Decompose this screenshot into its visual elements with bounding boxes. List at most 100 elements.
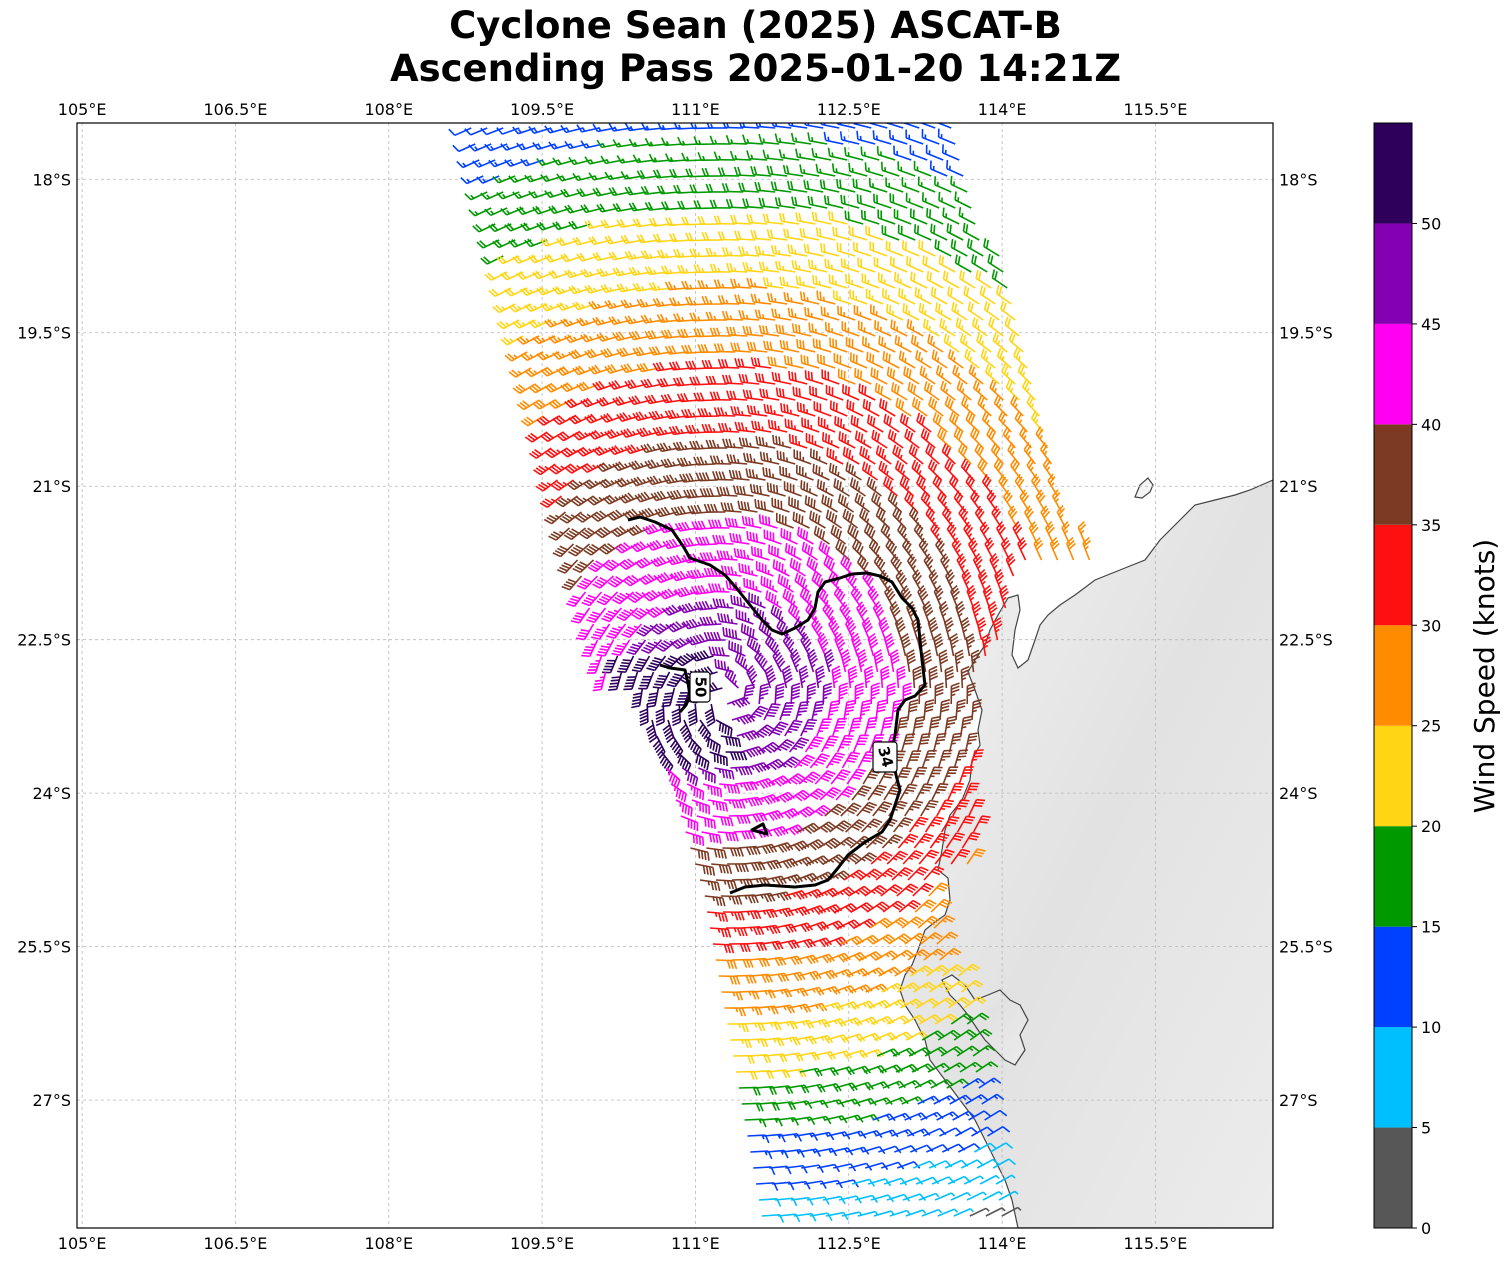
- wind-barb: [860, 209, 880, 225]
- wind-barb: [842, 446, 860, 465]
- wind-barb: [730, 278, 752, 289]
- wind-barb: [856, 194, 876, 209]
- wind-barb: [564, 398, 588, 409]
- wind-barb: [568, 285, 592, 295]
- wind-barb: [828, 274, 848, 289]
- wind-barb: [697, 151, 720, 162]
- wind-barb: [770, 244, 792, 257]
- wind-barb: [909, 208, 928, 225]
- wind-barb: [815, 227, 836, 241]
- wind-barb: [762, 149, 784, 161]
- wind-barb: [882, 351, 900, 369]
- wind-barb: [738, 246, 760, 257]
- wind-barb: [576, 381, 600, 392]
- wind-barb: [869, 304, 888, 321]
- wind-barb: [1035, 426, 1048, 449]
- wind-barb: [508, 239, 532, 248]
- wind-barb: [816, 290, 836, 305]
- wind-barb: [766, 229, 788, 241]
- wind-barb: [845, 273, 864, 289]
- wind-barb: [551, 479, 574, 491]
- wind-barb: [512, 255, 536, 264]
- lon-tick-label-top: 106.5°E: [203, 100, 267, 119]
- wind-barb: [535, 479, 558, 492]
- colorbar-segment: [1374, 725, 1412, 827]
- wind-barb: [995, 285, 1012, 305]
- wind-barb: [838, 431, 856, 449]
- wind-barb: [738, 182, 760, 193]
- wind-barb: [556, 237, 580, 247]
- colorbar-tick-label: 15: [1421, 918, 1441, 937]
- lat-tick-labels-left: 18°S 19.5°S 21°S 22.5°S 24°S 25.5°S 27°S: [17, 170, 71, 1110]
- wind-barb: [588, 300, 612, 310]
- wind-barb: [584, 284, 608, 294]
- wind-barb: [977, 458, 991, 481]
- wind-barb: [592, 316, 616, 326]
- wind-barb: [560, 447, 584, 458]
- wind-barb: [895, 397, 912, 417]
- wind-barb: [775, 324, 796, 337]
- wind-barb: [840, 258, 860, 273]
- wind-barb: [524, 431, 548, 443]
- wind-barb: [921, 129, 940, 145]
- wind-barb: [964, 348, 980, 369]
- colorbar-tick-label: 5: [1421, 1119, 1431, 1138]
- wind-barb: [919, 123, 936, 129]
- wind-barb: [782, 164, 804, 177]
- wind-barb: [709, 327, 732, 337]
- contour-label-50: 50: [692, 677, 710, 698]
- wind-barb: [963, 285, 980, 305]
- wind-barb: [829, 337, 848, 353]
- wind-barb: [725, 326, 748, 337]
- wind-barb: [778, 149, 800, 161]
- wind-barb: [877, 209, 896, 225]
- wind-barb: [783, 355, 804, 369]
- wind-barb: [681, 152, 704, 162]
- wind-barb: [770, 181, 792, 193]
- wind-barb: [892, 444, 908, 465]
- wind-barb: [779, 465, 798, 481]
- wind-barb: [906, 255, 924, 273]
- wind-barb: [1008, 332, 1024, 353]
- lat-tick-label-left: 22.5°S: [17, 631, 71, 650]
- wind-barb: [939, 317, 956, 337]
- wind-barb: [862, 398, 880, 417]
- wind-barb: [972, 379, 988, 401]
- wind-barb: [775, 387, 796, 401]
- wind-barb: [941, 443, 956, 465]
- wind-barb: [792, 386, 812, 401]
- wind-barb: [980, 348, 996, 369]
- wind-barb: [580, 268, 604, 278]
- wind-barb: [783, 228, 804, 241]
- wind-barb: [826, 447, 844, 465]
- lat-tick-label-left: 21°S: [32, 477, 71, 496]
- wind-barb: [878, 398, 896, 417]
- colorbar-label: Wind Speed (knots): [1468, 539, 1501, 813]
- wind-barb: [721, 183, 744, 193]
- wind-barb: [836, 242, 856, 257]
- wind-barb: [971, 254, 988, 273]
- wind-barb: [564, 269, 588, 279]
- wind-barb: [604, 364, 628, 374]
- wind-barb: [780, 402, 800, 417]
- wind-barb: [705, 311, 728, 321]
- wind-barb: [568, 220, 592, 230]
- wind-barb: [937, 427, 952, 449]
- wind-barb: [926, 207, 944, 225]
- colorbar-tick-label: 50: [1421, 214, 1441, 233]
- wind-barb: [759, 451, 780, 465]
- wind-barb: [730, 342, 752, 353]
- lon-tick-label-top: 109.5°E: [510, 100, 574, 119]
- wind-barb: [909, 145, 928, 161]
- wind-barb: [496, 191, 520, 200]
- wind-barb: [598, 478, 622, 489]
- wind-barb: [492, 175, 516, 184]
- wind-barb: [881, 225, 900, 241]
- wind-barb: [693, 200, 716, 210]
- wind-barb: [1010, 457, 1023, 481]
- wind-barb: [681, 216, 704, 226]
- wind-barb: [832, 290, 852, 305]
- wind-barb: [713, 343, 736, 353]
- wind-barb: [750, 357, 772, 369]
- wind-barb: [680, 408, 704, 419]
